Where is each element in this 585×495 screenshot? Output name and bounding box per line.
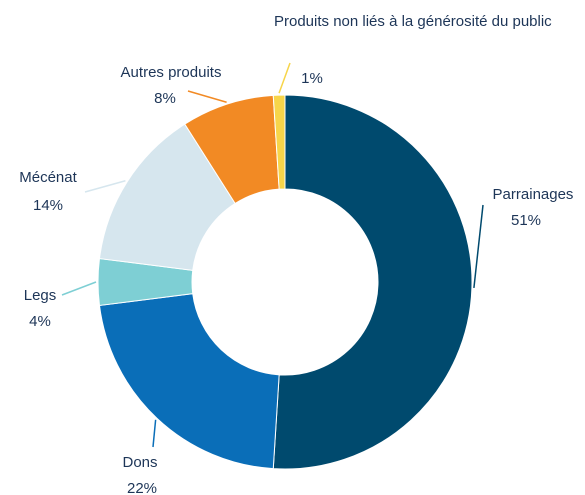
slice-label: Mécénat <box>19 169 77 186</box>
value-label: 1% <box>301 70 323 87</box>
leader-line <box>187 90 227 103</box>
slice-label: Produits non liés à la générosité du pub… <box>274 13 552 30</box>
donut-slice <box>272 94 286 190</box>
donut-slice <box>272 94 473 470</box>
slice-label: Legs <box>23 287 57 304</box>
donut-slice <box>98 293 280 470</box>
leader-line <box>278 62 291 94</box>
value-label: 4% <box>29 313 51 330</box>
leader-line <box>84 180 126 193</box>
slice-label: Autres produits <box>120 64 222 81</box>
value-label: 8% <box>154 90 176 107</box>
leader-line <box>152 419 157 448</box>
value-label: 22% <box>126 480 158 495</box>
slice-label: Dons <box>122 454 158 471</box>
value-label: 14% <box>32 197 64 214</box>
leader-line <box>61 281 97 296</box>
leader-line <box>473 204 484 289</box>
value-label: 51% <box>510 212 542 229</box>
slice-label: Parrainages <box>492 186 574 203</box>
